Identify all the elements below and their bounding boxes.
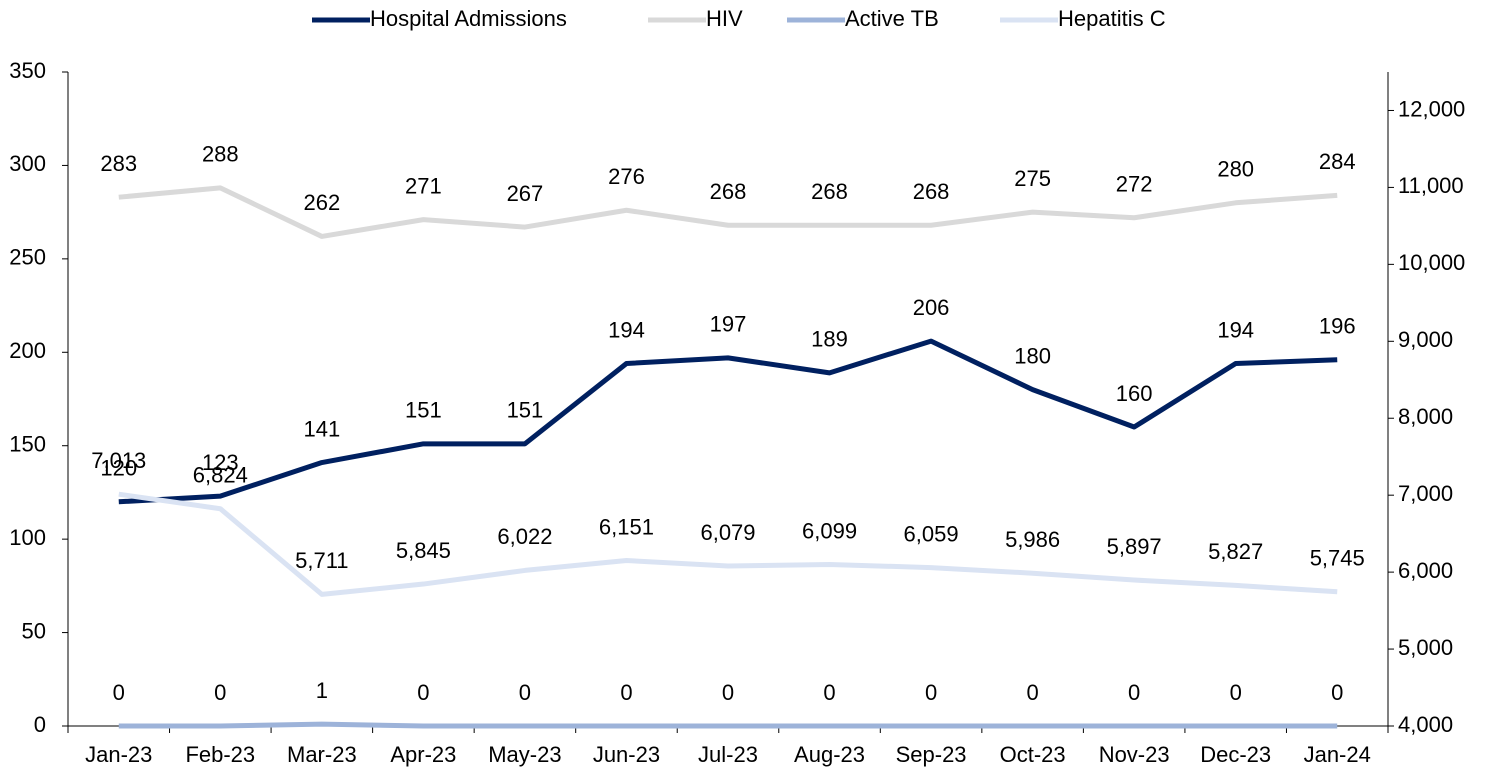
y2-tick-label: 7,000 [1398,481,1453,506]
data-label: 6,022 [497,524,552,549]
y-tick-label: 0 [34,712,46,737]
x-tick-label: Dec-23 [1200,742,1271,767]
x-tick-label: Apr-23 [390,742,456,767]
data-label: 0 [113,680,125,705]
data-label: 141 [303,416,340,441]
x-tick-label: Feb-23 [185,742,255,767]
data-label: 194 [1217,317,1254,342]
data-label: 5,745 [1310,546,1365,571]
y-tick-label: 350 [9,58,46,83]
data-label: 275 [1014,166,1051,191]
y-tick-label: 50 [22,618,46,643]
data-label: 151 [507,398,544,423]
y-tick-label: 150 [9,432,46,457]
data-label: 0 [925,680,937,705]
data-label: 5,827 [1208,539,1263,564]
data-label: 280 [1217,157,1254,182]
y2-tick-label: 11,000 [1398,173,1464,198]
data-label: 6,099 [802,518,857,543]
data-label: 196 [1319,314,1356,339]
data-label: 189 [811,327,848,352]
y-tick-label: 200 [9,338,46,363]
data-label: 268 [710,179,747,204]
data-label: 194 [608,317,645,342]
data-label: 5,986 [1005,527,1060,552]
data-label: 5,845 [396,538,451,563]
data-label: 151 [405,398,442,423]
data-label: 120 [100,456,137,481]
data-label: 267 [507,181,544,206]
legend-label: Hepatitis C [1058,6,1166,31]
data-label: 0 [1230,680,1242,705]
series-line [118,185,1338,239]
data-label: 206 [913,295,950,320]
x-tick-label: Aug-23 [794,742,865,767]
data-label: 180 [1014,343,1051,368]
y-tick-label: 100 [9,525,46,550]
y2-tick-label: 8,000 [1398,404,1453,429]
data-label: 5,711 [295,548,348,573]
legend-label: HIV [706,6,743,31]
data-label: 123 [202,450,239,475]
series-line [118,338,1338,505]
data-label: 283 [100,151,137,176]
data-label: 284 [1319,149,1356,174]
y2-tick-label: 4,000 [1398,712,1453,737]
x-tick-label: Jan-24 [1304,742,1371,767]
series-line [118,491,1338,597]
x-tick-label: Jan-23 [85,742,152,767]
data-label: 0 [620,680,632,705]
data-label: 272 [1116,172,1153,197]
y2-tick-label: 12,000 [1398,96,1465,121]
data-label: 6,151 [599,514,654,539]
data-label: 7,013 [91,448,146,473]
data-label: 268 [811,179,848,204]
y2-tick-label: 9,000 [1398,327,1453,352]
data-label: 0 [722,680,734,705]
data-label: 160 [1116,381,1153,406]
data-label: 5,897 [1107,534,1162,559]
data-label: 6,079 [700,520,755,545]
data-label: 0 [1026,680,1038,705]
data-label: 6,824 [193,463,248,488]
y-tick-label: 250 [9,245,46,270]
data-label: 0 [417,680,429,705]
data-label: 0 [1128,680,1140,705]
data-label: 0 [519,680,531,705]
y2-tick-label: 5,000 [1398,635,1453,660]
x-tick-label: May-23 [488,742,561,767]
y2-tick-label: 6,000 [1398,558,1453,583]
legend-label: Active TB [845,6,939,31]
data-label: 0 [1331,680,1343,705]
data-label: 6,059 [904,521,959,546]
y-tick-label: 300 [9,151,46,176]
x-tick-label: Jun-23 [593,742,660,767]
data-label: 262 [303,190,340,215]
data-label: 288 [202,142,239,167]
x-tick-label: Sep-23 [896,742,967,767]
legend-label: Hospital Admissions [370,6,567,31]
x-tick-label: Nov-23 [1099,742,1170,767]
x-tick-label: Jul-23 [698,742,758,767]
data-label: 0 [823,680,835,705]
data-label: 268 [913,179,950,204]
data-label: 276 [608,164,645,189]
y2-tick-label: 10,000 [1398,250,1465,275]
data-label: 271 [405,173,442,198]
x-tick-label: Oct-23 [1000,742,1066,767]
x-tick-label: Mar-23 [287,742,357,767]
data-label: 0 [214,680,226,705]
data-label: 197 [710,312,747,337]
data-label: 1 [316,678,328,703]
series-line [118,721,1338,729]
